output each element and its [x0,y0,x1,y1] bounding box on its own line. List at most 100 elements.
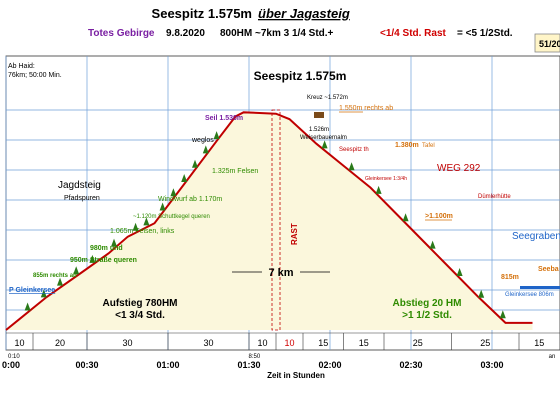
label-schuttkegel: ~1.120m Schuttkegel queren [133,214,210,220]
tree-icon [181,174,188,183]
label-seil: Seil 1.530m [205,115,243,122]
x-tick-label-0: 0:00 [2,360,20,370]
lake-icon [520,286,560,289]
tree-icon [213,131,220,140]
label-980: 980m und [90,245,123,252]
tree-icon [57,277,63,286]
subtitle-total: = <5 1/2Std. [457,28,513,39]
profile-area-layer [5,111,533,331]
tree-icon [429,240,436,249]
label-ascent-time: <1 3/4 Std. [115,310,165,321]
tree-icon [170,188,177,197]
label-815: 815m [501,274,519,281]
segment-label-5: 10 [284,338,294,348]
segment-label-1: 20 [55,338,65,348]
label-seespitz-th: Seespitz th [339,147,369,153]
label-rast: RAST [290,223,299,245]
label-descent: Abstieg 20 HM [393,298,462,309]
label-seegraben: Seegraben [512,231,560,242]
segment-label-9: 25 [480,338,490,348]
label-distance: 7 km [268,267,293,279]
label-felsen-1325: 1.325m Felsen [212,168,258,175]
tree-icon [478,289,485,298]
label-abzweig: 1.550m rechts ab [339,105,393,112]
middle-annotations: RAST 7 km Aufstieg 780HM <1 3/4 Std. Abs… [102,223,461,321]
x-extra-label-1: 8:50 [249,354,261,360]
subtitle-rest: <1/4 Std. Rast [380,28,447,39]
tree-icon [89,254,96,263]
tree-icon [143,217,150,226]
label-felsen-1065: 1.065m Felsen, links [110,228,175,235]
tree-icon [402,213,409,222]
page-badge-box [534,33,560,53]
segment-label-10: 15 [534,338,544,348]
label-pfadspuren: Pfadspuren [64,195,100,202]
label-jagdsteig: Jagdsteig [58,180,101,191]
tree-icon [321,140,328,149]
label-1100: >1.100m [425,213,453,220]
info-line-2: 76km; 50:00 Min. [8,72,62,79]
label-descent-time: >1 1/2 Std. [402,310,452,321]
tree-icon [24,302,31,311]
label-windwurf: Windwurf ab 1.170m [158,196,222,203]
label-weg: WEG 292 [437,163,481,174]
ascent-annotations: Jagdsteig Pfadspuren Seil 1.530m weglos … [9,115,258,294]
tree-icon [348,162,355,171]
x-axis-label: Zeit in Stunden [267,371,325,380]
tree-icons [24,131,506,319]
x-axis: 0:00 00:30 01:00 01:30 02:00 02:30 03:00 0:10 8:… [2,354,555,370]
label-start: P Gleinkersee [9,287,55,294]
x-tick-label-5: 02:30 [399,360,422,370]
subtitle-stats: 800HM ~7km 3 1/4 Std.+ [220,28,334,39]
chart-title: Seespitz 1.575m [152,6,252,21]
x-tick-label-4: 02:00 [318,360,341,370]
segment-label-8: 25 [413,338,423,348]
tree-icon [456,267,463,276]
label-tafel: Tafel [422,143,435,149]
tree-icon [159,202,166,211]
tree-icon [111,238,117,247]
segment-label-0: 10 [14,338,24,348]
label-gleinkersee-th: Gleinkersee 1:3/4h [365,176,407,182]
label-855: 855m rechts ab [33,273,77,279]
info-line-1: Ab Haid: [8,63,35,70]
x-tick-label-3: 01:30 [237,360,260,370]
label-weglos: weglos [191,137,214,144]
segment-label-6: 15 [318,338,328,348]
segment-label-4: 10 [257,338,267,348]
segment-label-3: 30 [203,338,213,348]
x-extra-label-0: 0:10 [8,354,20,360]
segment-label-7: 15 [359,338,369,348]
page-badge: 51/20 [539,39,560,49]
subtitle-date: 9.8.2020 [166,28,205,39]
tree-icon [499,310,506,319]
label-tafel-alt: 1.380m [395,142,419,149]
chart-header: Seespitz 1.575m über Jagasteig Totes Geb… [88,6,560,53]
tree-icon [375,185,382,194]
descent-annotations: Kreuz ~1.572m 1.550m rechts ab 1.526m We… [300,95,560,298]
label-ascent: Aufstieg 780HM [102,298,177,309]
tree-icon [40,289,47,298]
segment-label-2: 30 [122,338,132,348]
x-tick-label-6: 03:00 [480,360,503,370]
chart-title-suffix: über Jagasteig [258,6,350,21]
tree-icon [192,159,198,168]
label-weiser-alt: 1.526m [309,127,329,133]
x-extra-label-2: an [549,354,556,360]
rest-band-frame [271,109,281,331]
tree-icon [132,222,139,231]
subtitle-region: Totes Gebirge [88,28,155,39]
profile-line [5,111,533,331]
tree-icon [73,266,80,275]
tree-icon [202,145,209,154]
x-tick-label-2: 01:00 [156,360,179,370]
label-see-end: Gleinkersee 806m [505,292,554,298]
rest-band [271,109,281,331]
label-weiser: Weiserbauernalm [300,135,347,141]
x-tick-label-1: 00:30 [75,360,98,370]
label-kreuz: Kreuz ~1.572m [307,95,348,101]
segment-labels: 10 20 30 30 10 10 15 15 25 25 15 [6,332,560,350]
label-950: 950m Straße queren [70,257,137,264]
label-seebad: Seeba [538,266,559,273]
